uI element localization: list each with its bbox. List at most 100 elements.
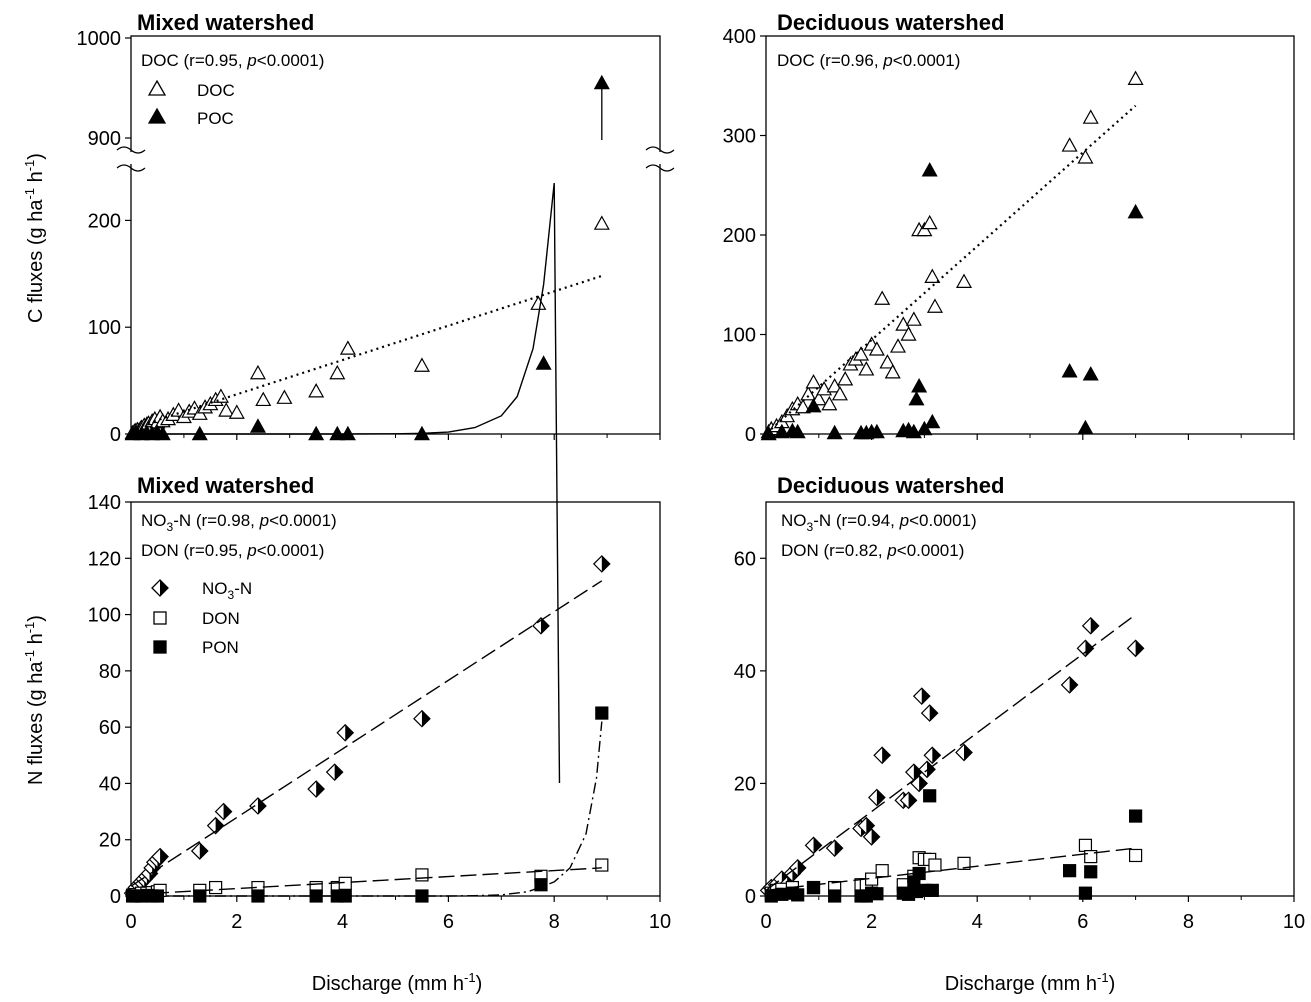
annotation-deciduous-n-no3: NO3-N (r=0.94, p<0.0001) <box>781 511 977 534</box>
deciduous_c-poc-point-17 <box>924 413 941 429</box>
deciduous_c-ytick-label-1: 100 <box>723 325 756 347</box>
deciduous_c-doc-point-35 <box>1061 137 1078 152</box>
deciduous_n-no3n-point-21 <box>923 746 942 765</box>
deciduous_c-ytick-label-3: 300 <box>723 126 756 148</box>
deciduous_c-doc-point-27 <box>900 326 917 341</box>
deciduous_n-xtick-label-2: 4 <box>972 911 983 933</box>
legend-n: NO3-N DON PON <box>151 579 252 657</box>
deciduous_n-no3n-point-25 <box>1081 616 1100 635</box>
deciduous_c-doc-point-34 <box>955 273 973 288</box>
deciduous_n-xtick-label-3: 6 <box>1077 911 1088 933</box>
deciduous_c-doc-point-8 <box>800 385 817 401</box>
deciduous_n-no3n-point-6 <box>788 859 807 877</box>
mixed_n-xtick-label-5: 10 <box>649 911 671 933</box>
mixed_n-xtick-label-2: 4 <box>337 911 348 933</box>
y-axis-label-n: N fluxes (g ha-1 h-1) <box>22 615 47 785</box>
mixed_c-ytick-label-0: 0 <box>110 424 121 446</box>
mixed_c-doc-point-34 <box>276 389 293 404</box>
deciduous_n-don-point-16 <box>957 856 971 870</box>
mixed_c-doc-fit <box>130 274 603 430</box>
deciduous_n-no3n-point-26 <box>1126 639 1145 658</box>
deciduous_n-pon-point-9 <box>870 887 884 901</box>
mixed_c-doc-point-32 <box>249 364 266 380</box>
legend-n-don-label: DON <box>202 609 240 628</box>
mixed_n-ytick-label-4: 80 <box>99 661 121 683</box>
deciduous_c-doc-point-7 <box>794 398 811 414</box>
panel-title-deciduous-c: Deciduous watershed <box>777 10 1004 35</box>
deciduous_n-pon-point-5 <box>828 889 842 903</box>
deciduous_c-doc-point-33 <box>926 298 943 313</box>
mixed_c-break-mark-top-0 <box>116 146 146 154</box>
panel-title-mixed-n: Mixed watershed <box>137 473 314 498</box>
deciduous_n-no3n-point-22 <box>955 743 973 762</box>
deciduous_n-don-point-19 <box>1128 848 1143 863</box>
mixed_c-doc-point-29 <box>212 388 229 403</box>
mixed_c-doc-point-38 <box>413 357 430 372</box>
mixed_n-don-point-13 <box>415 868 429 882</box>
deciduous_c-doc-point-22 <box>874 290 891 305</box>
deciduous_n-pon-point-4 <box>806 880 821 895</box>
deciduous_n-don-point-17 <box>1078 838 1093 852</box>
deciduous_c-poc-point-5 <box>826 424 843 440</box>
mixed_c-ytick-label-4: 1000 <box>77 28 122 50</box>
annotation-deciduous-n-don: DON (r=0.82, p<0.0001) <box>781 541 964 560</box>
deciduous_c-doc-fit <box>770 104 1137 430</box>
deciduous_c-doc-point-21 <box>868 341 885 356</box>
deciduous_n-pon-point-17 <box>925 883 939 897</box>
deciduous_c-ytick-label-0: 0 <box>745 424 756 446</box>
deciduous_n-don-point-9 <box>875 864 889 878</box>
deciduous_n-no3n-point-12 <box>868 788 886 807</box>
legend-n-no3-marker <box>151 579 169 597</box>
mixed_c-poc-point-8 <box>249 418 266 433</box>
deciduous_c-doc-point-14 <box>831 385 848 401</box>
deciduous_n-xtick-label-5: 10 <box>1283 911 1305 933</box>
mixed_c-doc-point-30 <box>218 402 235 417</box>
mixed_n-no3n-point-20 <box>532 616 550 635</box>
mixed_n-ytick-label-6: 120 <box>88 548 121 570</box>
x-axis-label-deciduous: Discharge (mm h-1) <box>945 970 1116 995</box>
deciduous_c-doc-point-24 <box>884 364 901 379</box>
mixed_c-ytick-label-3: 900 <box>88 128 121 150</box>
mixed_c-break-mark-top-1 <box>645 146 675 154</box>
mixed_c-ytick-label-2: 200 <box>88 210 121 232</box>
deciduous_c-doc-point-23 <box>879 354 896 369</box>
deciduous_n-no3-n-fit <box>765 614 1137 891</box>
mixed_n-no3n-point-16 <box>307 780 325 798</box>
deciduous_n-ytick-label-2: 40 <box>734 661 756 683</box>
deciduous_c-doc-point-37 <box>1082 109 1099 124</box>
deciduous_c-poc-point-9 <box>868 423 885 439</box>
deciduous_n-pon-point-3 <box>791 888 805 902</box>
mixed_c-doc-point-40 <box>593 215 610 230</box>
deciduous_c-ytick-label-2: 200 <box>723 225 756 247</box>
deciduous_c-poc-point-19 <box>1077 419 1094 435</box>
legend-c: DOC POC <box>147 79 235 128</box>
annotation-deciduous-c-doc: DOC (r=0.96, p<0.0001) <box>777 51 960 70</box>
deciduous_n-ytick-label-1: 20 <box>734 773 756 795</box>
deciduous_n-xtick-label-0: 0 <box>760 911 771 933</box>
deciduous_c-doc-point-28 <box>905 311 922 326</box>
mixed_n-frame <box>130 501 661 897</box>
mixed_n-no3n-point-19 <box>413 709 431 728</box>
deciduous_n-frame <box>765 501 1295 897</box>
legend-n-don-marker <box>153 611 167 625</box>
deciduous_n-pon-point-21 <box>1128 809 1143 823</box>
deciduous_n-pon-point-19 <box>1078 886 1093 900</box>
mixed_n-xtick-label-4: 8 <box>549 911 560 933</box>
y-axis-label-c: C fluxes (g ha-1 h-1) <box>22 153 47 323</box>
legend-c-poc-label: POC <box>197 109 234 128</box>
mixed_n-ytick-label-2: 40 <box>99 773 121 795</box>
deciduous_c-doc-point-30 <box>916 221 933 237</box>
mixed_n-no3n-point-11 <box>151 847 169 866</box>
mixed_n-don-fit <box>130 867 602 896</box>
deciduous_n-no3n-point-8 <box>825 839 844 858</box>
mixed_n-xtick-label-3: 6 <box>443 911 454 933</box>
mixed_n-no3n-point-21 <box>592 555 611 573</box>
deciduous_n-pon-point-16 <box>923 789 937 803</box>
deciduous_c-doc-point-4 <box>779 407 796 423</box>
mixed_c-break-mark-bottom-1 <box>645 164 675 172</box>
deciduous_n-don-point-15 <box>928 858 942 872</box>
deciduous_c-doc-point-15 <box>837 371 854 386</box>
deciduous_c-poc-point-18 <box>1061 363 1078 378</box>
